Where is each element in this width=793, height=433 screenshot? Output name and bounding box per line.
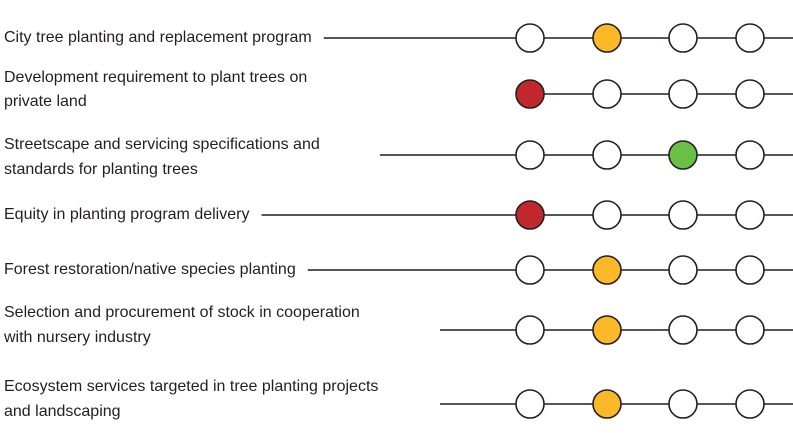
row-label: Selection and procurement of stock in co… [4, 304, 360, 321]
rating-dot [668, 200, 698, 230]
rating-dot [735, 140, 765, 170]
rating-dot [515, 23, 545, 53]
rating-dot-filled [592, 255, 622, 285]
rating-dot [668, 23, 698, 53]
rating-dot [735, 23, 765, 53]
rating-row: Equity in planting program delivery [4, 200, 793, 230]
rating-dot [735, 79, 765, 109]
row-label: Streetscape and servicing specifications… [4, 136, 320, 153]
rating-dot [592, 79, 622, 109]
row-label: Ecosystem services targeted in tree plan… [4, 378, 378, 395]
rating-dot-filled [592, 389, 622, 419]
rating-dot [735, 315, 765, 345]
rating-dot-filled [668, 140, 698, 170]
row-label: Forest restoration/native species planti… [4, 261, 296, 278]
rating-row: Ecosystem services targeted in tree plan… [4, 378, 793, 420]
rating-row: City tree planting and replacement progr… [4, 23, 793, 53]
rating-dot [668, 79, 698, 109]
row-label: and landscaping [4, 403, 121, 420]
rating-dot [668, 255, 698, 285]
rating-dot [735, 200, 765, 230]
rating-row: Forest restoration/native species planti… [4, 255, 793, 285]
rating-dot [515, 140, 545, 170]
rating-dot [592, 140, 622, 170]
rating-dot [515, 255, 545, 285]
rating-dot [515, 315, 545, 345]
rating-dot-filled [515, 79, 545, 109]
rating-dot [592, 200, 622, 230]
rating-dot [735, 389, 765, 419]
rating-dot [668, 389, 698, 419]
rating-dot-filled [592, 23, 622, 53]
rating-dot [668, 315, 698, 345]
row-label: Equity in planting program delivery [4, 206, 249, 223]
rating-dot [735, 255, 765, 285]
row-label: with nursery industry [3, 329, 151, 346]
row-label: private land [4, 93, 87, 110]
row-label: standards for planting trees [4, 161, 198, 178]
rating-dot [515, 389, 545, 419]
row-label: Development requirement to plant trees o… [4, 69, 307, 86]
rating-dot-filled [592, 315, 622, 345]
rating-row: Selection and procurement of stock in co… [3, 304, 793, 346]
rating-row: Streetscape and servicing specifications… [4, 136, 793, 178]
row-label: City tree planting and replacement progr… [4, 29, 312, 46]
rating-dot-filled [515, 200, 545, 230]
rating-row: Development requirement to plant trees o… [4, 69, 793, 110]
